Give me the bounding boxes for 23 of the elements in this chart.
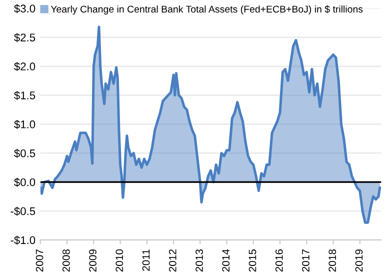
x-tick-label: 2012 <box>168 249 176 272</box>
legend-label: Yearly Change in Central Bank Total Assets (Fed+ECB+BoJ) in $ trillions <box>50 5 363 15</box>
y-tick-label: $1.0 <box>14 120 36 129</box>
x-tick-label: 2014 <box>222 249 230 272</box>
y-tick-label: -$1.0 <box>10 236 36 245</box>
x-tick-label: 2018 <box>328 249 336 272</box>
x-tick-label: 2019 <box>355 249 363 272</box>
x-tick-label: 2011 <box>142 249 150 271</box>
y-tick-label: $3.0 <box>14 4 36 14</box>
x-tick-label: 2016 <box>275 249 283 272</box>
x-tick-label: 2010 <box>116 249 124 272</box>
x-tick-label: 2013 <box>196 249 203 272</box>
y-tick-label: $1.5 <box>14 91 36 100</box>
x-tick-label: 2009 <box>89 249 96 272</box>
y-tick-label: $2.5 <box>14 33 36 42</box>
y-tick-label: $0.5 <box>14 148 36 158</box>
x-tick-label: 2017 <box>302 249 310 272</box>
x-tick-label: 2008 <box>62 249 70 272</box>
x-tick-label: 2015 <box>248 249 256 272</box>
y-tick-label: -$0.5 <box>10 206 36 216</box>
y-tick-label: $0.0 <box>14 178 36 187</box>
x-tick-label: 2007 <box>36 249 44 272</box>
y-tick-label: $2.0 <box>14 62 36 72</box>
